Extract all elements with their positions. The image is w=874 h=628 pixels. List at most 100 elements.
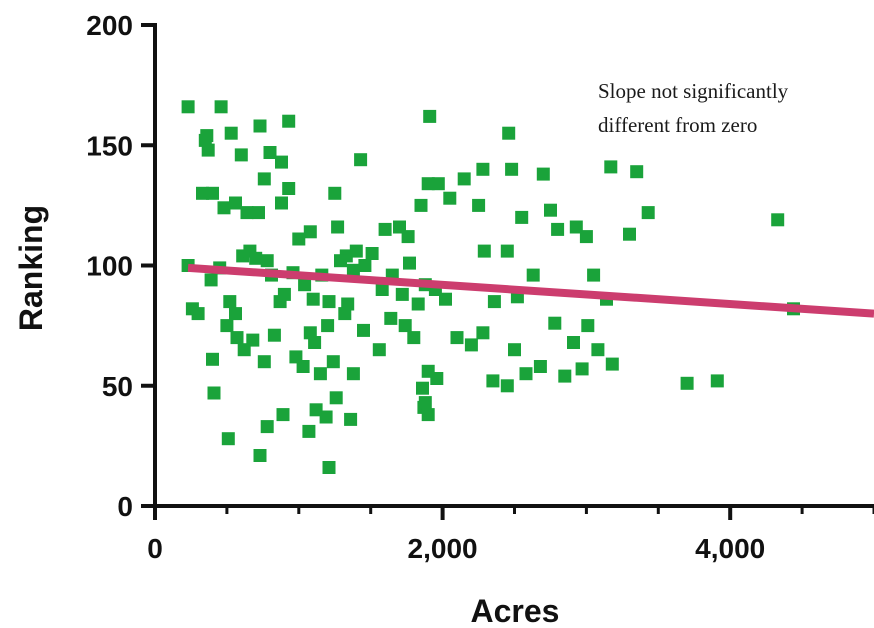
- data-point: [224, 126, 238, 140]
- data-point: [526, 268, 540, 282]
- data-point: [477, 244, 491, 258]
- data-point: [354, 153, 368, 167]
- data-point: [421, 408, 435, 422]
- data-point: [201, 143, 215, 157]
- data-point: [191, 307, 205, 321]
- data-point: [505, 162, 519, 176]
- data-point: [558, 369, 572, 383]
- data-point: [439, 292, 452, 306]
- data-point: [579, 230, 593, 244]
- data-point: [306, 292, 320, 306]
- data-point: [308, 336, 322, 349]
- data-point: [551, 222, 565, 236]
- data-point: [569, 220, 583, 234]
- y-tick-label: 0: [117, 491, 133, 522]
- data-point: [181, 100, 195, 114]
- data-point: [292, 232, 306, 246]
- data-point: [604, 160, 618, 174]
- data-point: [229, 307, 242, 321]
- data-point: [322, 461, 336, 474]
- data-point: [282, 114, 296, 128]
- data-point: [200, 129, 214, 143]
- data-point: [326, 355, 340, 369]
- data-point: [234, 148, 248, 162]
- data-point: [398, 319, 412, 333]
- data-point: [303, 225, 317, 239]
- data-point: [710, 374, 724, 388]
- data-point: [472, 198, 486, 212]
- data-point: [450, 331, 464, 345]
- data-point: [267, 328, 281, 342]
- data-point: [275, 155, 288, 169]
- y-tick-label: 50: [102, 371, 133, 402]
- data-point: [240, 206, 254, 220]
- data-point: [253, 119, 267, 133]
- data-point: [260, 254, 274, 268]
- data-point: [416, 381, 429, 395]
- data-point: [302, 424, 316, 438]
- data-point: [457, 172, 471, 186]
- data-point: [260, 420, 274, 434]
- data-point: [421, 177, 435, 191]
- data-point: [322, 295, 336, 309]
- x-axis-ticks: 0 2,000 4,000: [147, 506, 874, 564]
- data-point: [411, 297, 425, 311]
- data-point: [567, 336, 580, 349]
- data-point: [275, 196, 288, 210]
- data-point: [220, 319, 234, 333]
- data-point: [257, 355, 271, 369]
- data-point: [487, 295, 501, 309]
- data-point: [623, 227, 636, 241]
- data-point: [313, 367, 327, 381]
- data-point: [502, 126, 516, 140]
- data-point: [519, 367, 533, 381]
- data-point: [196, 186, 209, 200]
- data-point: [229, 196, 242, 210]
- data-point: [401, 230, 415, 244]
- data-point: [230, 331, 244, 345]
- data-point: [346, 263, 360, 277]
- data-point: [418, 396, 432, 410]
- data-point: [641, 206, 655, 220]
- data-point: [431, 177, 445, 191]
- data-point: [221, 432, 235, 446]
- data-point: [372, 343, 386, 357]
- data-point: [207, 386, 221, 400]
- data-point: [358, 259, 372, 272]
- data-point: [486, 374, 500, 388]
- data-point: [407, 331, 421, 345]
- x-tick-label: 4,000: [695, 533, 765, 564]
- data-point: [282, 182, 296, 195]
- data-point: [680, 376, 694, 390]
- data-point: [357, 323, 370, 337]
- data-point: [321, 319, 335, 333]
- data-point: [276, 408, 290, 422]
- y-tick-label: 200: [86, 10, 133, 41]
- data-point: [206, 352, 219, 366]
- data-point: [430, 372, 444, 385]
- data-point: [253, 449, 267, 462]
- x-axis-title: Acres: [471, 593, 560, 628]
- data-point: [500, 379, 514, 393]
- data-point: [263, 146, 277, 159]
- data-point: [384, 311, 398, 325]
- data-point: [548, 316, 562, 330]
- data-point: [533, 360, 547, 373]
- data-point: [217, 201, 231, 215]
- data-point: [252, 206, 265, 220]
- data-point: [378, 222, 392, 236]
- y-axis-title: Ranking: [13, 205, 49, 331]
- y-axis-ticks: 0 50 100 150 200: [86, 10, 155, 522]
- data-point: [298, 278, 312, 292]
- data-point: [319, 410, 333, 424]
- data-point: [403, 256, 416, 270]
- data-point: [443, 191, 457, 205]
- data-point: [249, 251, 263, 265]
- data-point: [375, 283, 389, 296]
- data-point: [331, 220, 345, 234]
- data-point: [630, 165, 644, 179]
- y-tick-label: 150: [86, 130, 133, 161]
- data-point: [605, 357, 619, 371]
- data-point: [344, 412, 358, 426]
